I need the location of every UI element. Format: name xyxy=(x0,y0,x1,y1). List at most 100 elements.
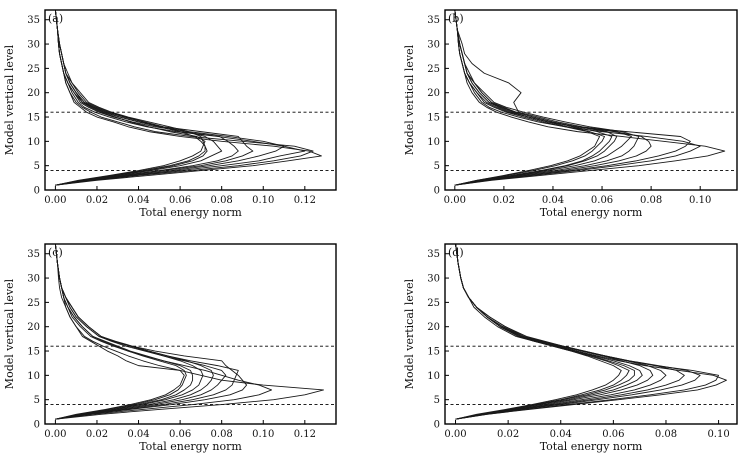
y-tick-label: 10 xyxy=(427,371,440,382)
x-tick-label: 0.10 xyxy=(689,195,711,206)
y-tick-label: 15 xyxy=(27,347,40,358)
y-tick-label: 5 xyxy=(434,161,440,172)
y-axis-label: Model vertical level xyxy=(403,278,416,389)
panel-c: 0.00 0.02 0.04 0.06 0.08 0.10 0.12 0 5 10 15 20 25 30… xyxy=(3,243,337,453)
x-axis-label: Total energy norm xyxy=(540,206,643,219)
series-line-member-6 xyxy=(454,9,632,186)
panel-b: 0.00 0.02 0.04 0.06 0.08 0.10 0 5 10 15 20 25 30 35 (b… xyxy=(403,9,738,219)
x-tick-label: 0.10 xyxy=(252,429,274,440)
x-tick-label: 0.08 xyxy=(655,429,677,440)
y-axis-label: Model vertical level xyxy=(3,278,16,389)
x-tick-label: 0.02 xyxy=(86,429,108,440)
x-tick-label: 0.02 xyxy=(493,195,515,206)
x-tick-label: 0.04 xyxy=(127,195,149,206)
y-tick-label: 30 xyxy=(27,274,40,285)
plot-frame xyxy=(444,9,738,191)
panel-label: (b) xyxy=(448,12,464,25)
panel-a: 0.00 0.02 0.04 0.06 0.08 0.10 0.12 0 5 10 15 20 25 30… xyxy=(3,9,337,219)
series-line-member-10 xyxy=(455,243,622,420)
y-tick-label: 0 xyxy=(434,420,440,431)
series-line-member-1 xyxy=(54,9,322,186)
y-tick-label: 35 xyxy=(427,15,440,26)
series-line-member-9 xyxy=(454,9,605,186)
y-tick-label: 35 xyxy=(27,15,40,26)
y-tick-label: 25 xyxy=(27,298,40,309)
y-tick-label: 10 xyxy=(27,371,40,382)
y-tick-label: 10 xyxy=(27,137,40,148)
series-line-member-10 xyxy=(54,9,206,186)
series-line-member-8 xyxy=(54,243,194,420)
series-line-member-4 xyxy=(54,9,285,186)
series-line-member-4 xyxy=(54,243,239,420)
y-tick-label: 15 xyxy=(427,113,440,124)
y-tick-label: 5 xyxy=(434,395,440,406)
y-tick-label: 20 xyxy=(27,88,40,99)
plot-frame xyxy=(444,243,738,425)
y-tick-label: 35 xyxy=(27,249,40,260)
series-line-member-5 xyxy=(455,243,667,420)
x-tick-label: 0.00 xyxy=(444,429,466,440)
y-tick-label: 5 xyxy=(34,161,40,172)
x-tick-label: 0.04 xyxy=(127,429,149,440)
y-tick-label: 20 xyxy=(27,322,40,333)
panel-label: (d) xyxy=(448,246,464,259)
plot-frame xyxy=(44,9,337,191)
y-tick-label: 20 xyxy=(427,88,440,99)
x-tick-label: 0.02 xyxy=(86,195,108,206)
y-axis-label: Model vertical level xyxy=(403,44,416,155)
series-line-member-10 xyxy=(454,9,601,186)
y-tick-label: 0 xyxy=(34,420,40,431)
y-tick-label: 10 xyxy=(427,137,440,148)
x-tick-label: 0.10 xyxy=(252,195,274,206)
y-tick-label: 20 xyxy=(427,322,440,333)
series-line-member-9 xyxy=(455,243,630,420)
y-tick-label: 30 xyxy=(27,40,40,51)
x-axis-label: Total energy norm xyxy=(139,206,242,219)
panel-label: (a) xyxy=(48,12,63,25)
y-tick-label: 30 xyxy=(427,40,440,51)
y-axis-label: Model vertical level xyxy=(3,44,16,155)
y-tick-label: 30 xyxy=(427,274,440,285)
x-axis-label: Total energy norm xyxy=(139,440,242,453)
x-tick-label: 0.12 xyxy=(294,195,316,206)
x-tick-label: 0.08 xyxy=(211,429,233,440)
x-tick-label: 0.00 xyxy=(44,429,66,440)
series-line-member-5 xyxy=(54,243,227,420)
x-tick-label: 0.06 xyxy=(169,429,191,440)
series-line-member-4 xyxy=(455,243,685,420)
y-tick-label: 25 xyxy=(427,298,440,309)
series-line-member-10 xyxy=(54,243,185,420)
x-tick-label: 0.10 xyxy=(707,429,729,440)
y-tick-label: 25 xyxy=(27,64,40,75)
x-tick-label: 0.00 xyxy=(44,195,66,206)
series-line-member-1 xyxy=(455,243,727,420)
x-tick-label: 0.08 xyxy=(640,195,662,206)
series-line-member-9 xyxy=(54,243,187,420)
y-tick-label: 15 xyxy=(427,347,440,358)
x-tick-label: 0.02 xyxy=(497,429,519,440)
panel-label: (c) xyxy=(48,246,63,259)
series-line-member-2 xyxy=(455,243,720,420)
series-line-member-3 xyxy=(54,9,306,186)
x-tick-label: 0.06 xyxy=(169,195,191,206)
series-line-member-7 xyxy=(454,9,618,186)
y-tick-label: 35 xyxy=(427,249,440,260)
panel-d: 0.00 0.02 0.04 0.06 0.08 0.10 0 5 10 15 20 25 30 35 (d… xyxy=(403,243,738,453)
x-tick-label: 0.06 xyxy=(602,429,624,440)
plot-frame xyxy=(44,243,337,425)
y-tick-label: 15 xyxy=(27,113,40,124)
x-tick-label: 0.06 xyxy=(591,195,613,206)
series-line-member-6 xyxy=(455,243,654,420)
y-tick-label: 5 xyxy=(34,395,40,406)
y-tick-label: 25 xyxy=(427,64,440,75)
x-axis-label: Total energy norm xyxy=(540,440,643,453)
x-tick-label: 0.12 xyxy=(294,429,316,440)
series-line-member-7 xyxy=(54,243,204,420)
x-tick-label: 0.00 xyxy=(444,195,466,206)
series-line-member-9 xyxy=(54,9,206,186)
series-line-member-7 xyxy=(455,243,643,420)
y-tick-label: 0 xyxy=(434,186,440,197)
y-tick-label: 0 xyxy=(34,186,40,197)
x-tick-label: 0.04 xyxy=(542,195,564,206)
